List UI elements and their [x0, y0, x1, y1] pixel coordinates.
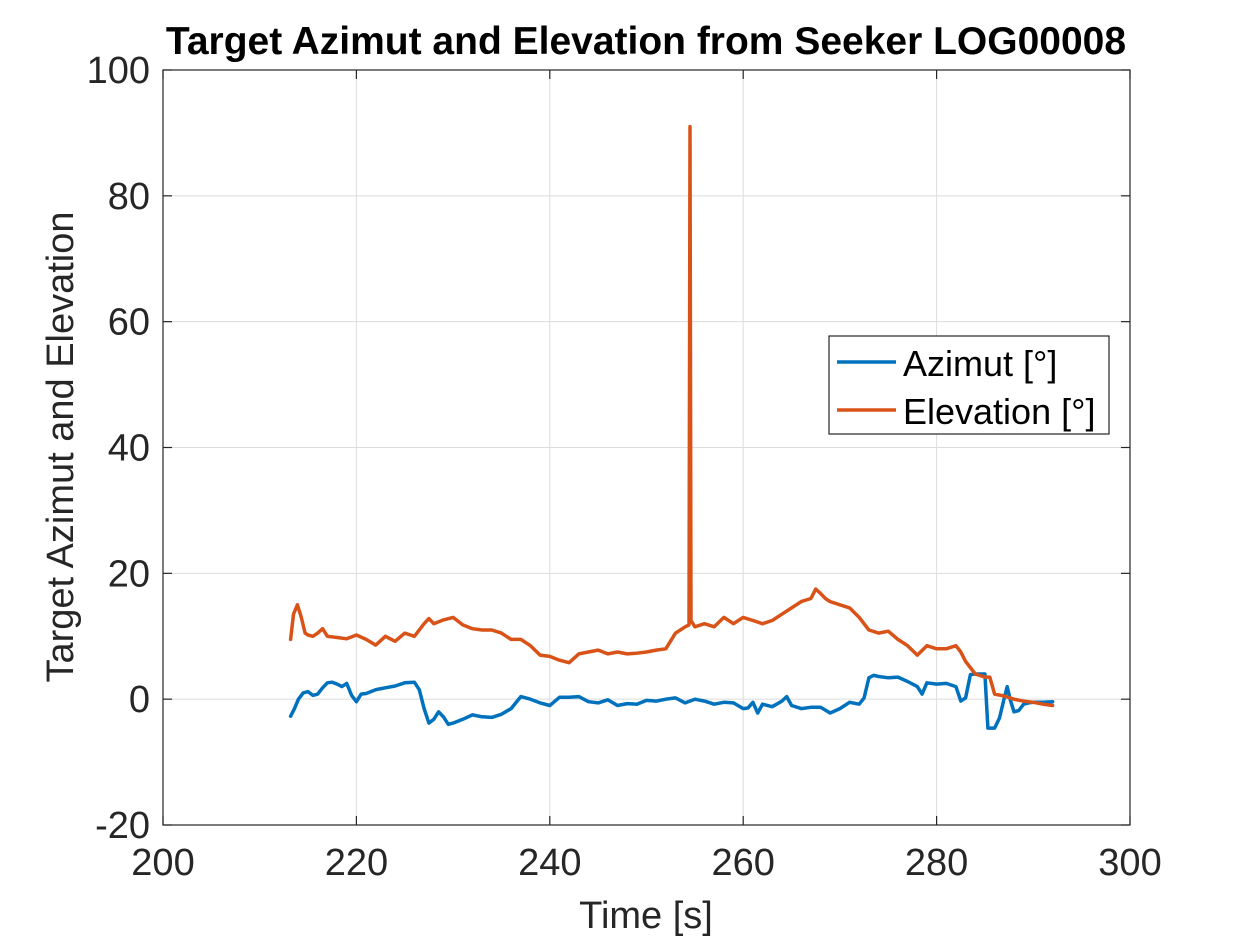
- y-tick-labels: -20 0 20 40 60 80 100: [87, 50, 150, 847]
- y-tick-label: -20: [95, 805, 150, 847]
- series-elevation: [288, 124, 1055, 708]
- y-tick-label: 20: [108, 553, 150, 595]
- chart-title: Target Azimut and Elevation from Seeker …: [166, 20, 1126, 63]
- y-tick-label: 80: [108, 176, 150, 218]
- x-tick-label: 260: [711, 842, 774, 884]
- x-tick-label: 240: [518, 842, 581, 884]
- legend-label-elevation: Elevation [°]: [903, 391, 1096, 432]
- legend-label-azimut: Azimut [°]: [903, 343, 1057, 384]
- legend-box: [828, 335, 1110, 435]
- series-lines: [288, 124, 1055, 730]
- x-tick-labels: 200 220 240 260 280 300: [131, 842, 1161, 884]
- y-tick-label: 60: [108, 302, 150, 344]
- y-axis-label: Target Azimut and Elevation: [40, 211, 82, 682]
- x-tick-label: 200: [131, 842, 194, 884]
- x-tick-label: 300: [1098, 842, 1161, 884]
- series-azimut: [288, 672, 1055, 730]
- x-tick-label: 220: [325, 842, 388, 884]
- legend: Azimut [°] Elevation [°]: [828, 335, 1110, 435]
- x-axis-label: Time [s]: [579, 895, 713, 937]
- x-tick-label: 280: [905, 842, 968, 884]
- y-tick-label: 0: [129, 679, 150, 721]
- y-tick-label: 100: [87, 50, 150, 92]
- grid-lines: [163, 70, 1130, 825]
- tick-marks: [162, 69, 1131, 826]
- y-tick-label: 40: [108, 428, 150, 470]
